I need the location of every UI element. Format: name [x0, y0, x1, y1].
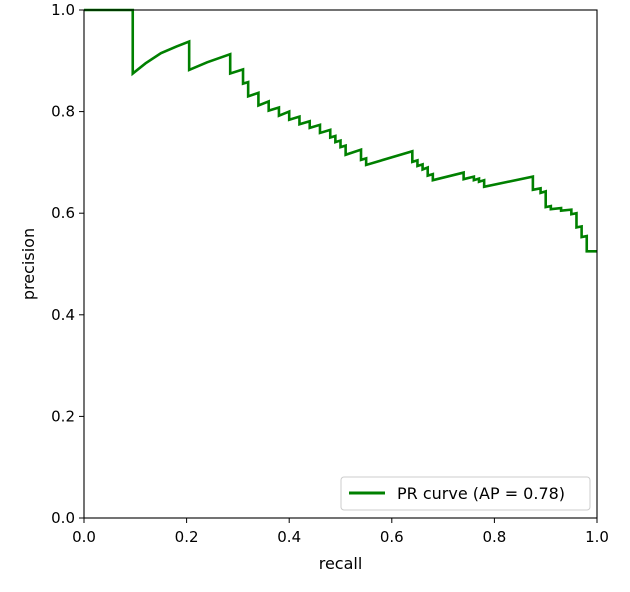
y-axis-ticks: 0.0 0.2 0.4 0.6 0.8 1.0: [51, 1, 84, 527]
series-layer: [84, 8, 597, 253]
y-tick-label: 0.6: [51, 204, 75, 222]
legend-box: [340, 476, 591, 511]
x-axis-label: recall: [319, 554, 363, 573]
x-tick-label: 0.8: [482, 528, 506, 546]
x-tick-label: 1.0: [585, 528, 609, 546]
x-tick-label: 0.2: [175, 528, 199, 546]
legend-entry-label: PR curve (AP = 0.78): [397, 484, 565, 503]
y-tick-label: 0.8: [51, 103, 75, 121]
x-tick-label: 0.4: [277, 528, 301, 546]
x-tick-label: 0.6: [380, 528, 404, 546]
plot-frame: [83, 9, 598, 519]
x-tick-label: 0.0: [72, 528, 96, 546]
y-tick-label: 0.0: [51, 509, 75, 527]
y-tick-label: 1.0: [51, 1, 75, 19]
y-tick-label: 0.4: [51, 306, 75, 324]
y-tick-label: 0.2: [51, 407, 75, 425]
x-axis-ticks: 0.0 0.2 0.4 0.6 0.8 1.0: [72, 518, 609, 546]
legend: PR curve (AP = 0.78): [340, 476, 591, 511]
series-line-0: [84, 8, 597, 253]
y-axis-label: precision: [19, 228, 38, 300]
